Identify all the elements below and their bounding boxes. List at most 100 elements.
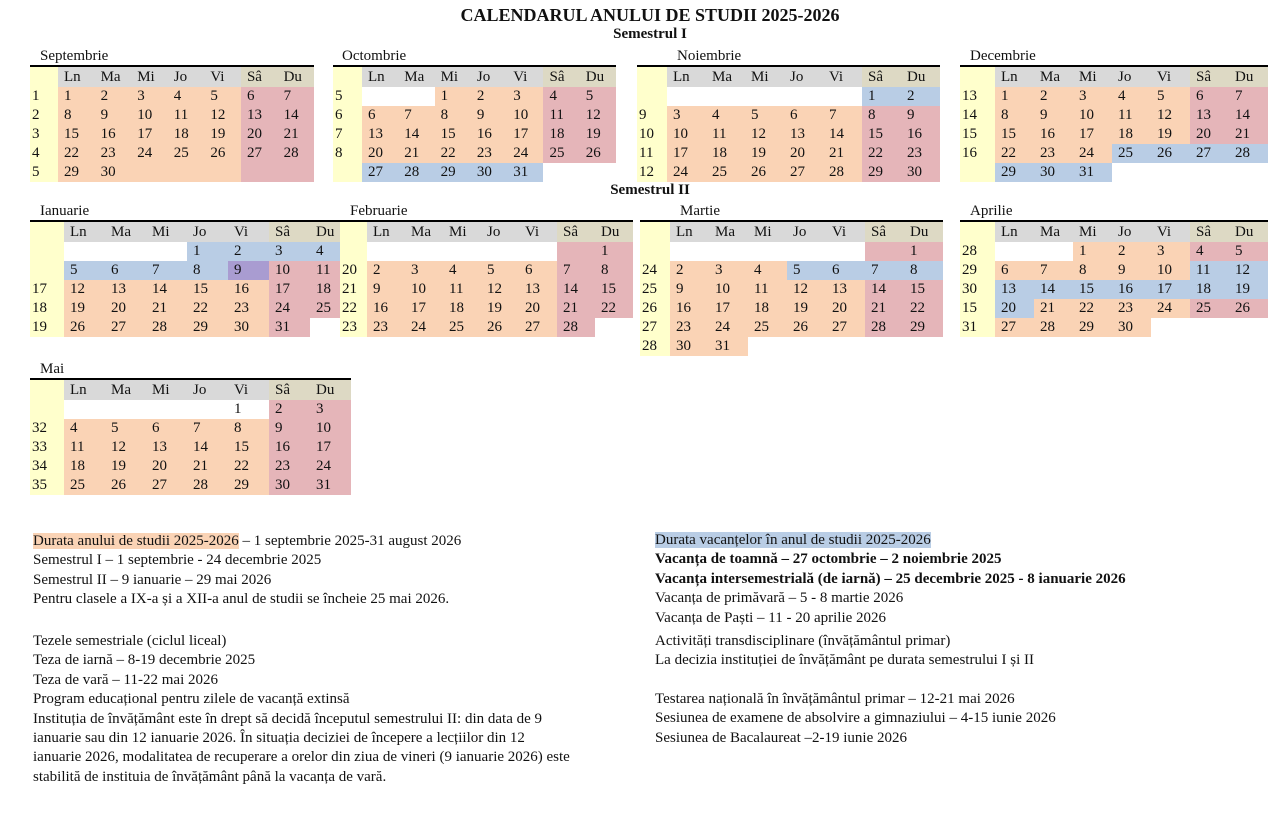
day-cell: 23	[1112, 299, 1151, 318]
note-text: Semestrul II – 9 ianuarie – 29 mai 2026	[33, 571, 272, 588]
week-number: 28	[960, 242, 995, 261]
day-cell: 29	[58, 163, 95, 182]
day-cell: 7	[1034, 261, 1073, 280]
day-cell: 23	[1034, 144, 1073, 163]
day-cell: 11	[1112, 106, 1151, 125]
day-cell: 15	[58, 125, 95, 144]
day-cell: 11	[748, 280, 787, 299]
day-cell: 22	[595, 299, 633, 318]
day-cell	[865, 242, 904, 261]
week-number	[333, 163, 362, 182]
day-cell	[904, 337, 943, 356]
day-cell	[706, 87, 745, 106]
week-number: 21	[340, 280, 367, 299]
day-cell	[146, 400, 187, 419]
week-number-header	[30, 222, 64, 242]
note-line: stabilită de instituia de învățământ pân…	[33, 768, 570, 787]
day-cell: 15	[904, 280, 943, 299]
month-grid: Ln Ma Mi Jo Vi Sâ Du 5 1 2 3 4 5 6 6 7 8 9 10 11 12 7 13 14 15 16…	[333, 65, 617, 182]
weekday-header: Vi	[204, 67, 241, 87]
day-cell: 2	[1112, 242, 1151, 261]
day-cell: 13	[105, 280, 146, 299]
day-cell: 16	[269, 438, 310, 457]
note-line: Teza de iarnă – 8-19 decembrie 2025	[33, 651, 570, 670]
day-cell: 4	[748, 261, 787, 280]
week-number: 6	[333, 106, 362, 125]
day-cell: 30	[269, 476, 310, 495]
day-cell: 10	[667, 125, 706, 144]
day-cell: 14	[1229, 106, 1268, 125]
weekday-header: Sâ	[557, 222, 595, 242]
month-ianuarie: Ianuarie Ln Ma Mi Jo Vi Sâ Du 1 2 3 4 5 6 7 8 9 10 11 17 12 1…	[30, 202, 351, 337]
note-line: La decizia instituției de învățământ pe …	[655, 651, 1034, 670]
weekday-header: Du	[595, 222, 633, 242]
day-cell: 6	[146, 419, 187, 438]
day-cell: 21	[865, 299, 904, 318]
day-cell: 20	[784, 144, 823, 163]
note-line: Activități transdisciplinare (învățământ…	[655, 632, 1034, 651]
day-cell: 16	[1034, 125, 1073, 144]
day-cell: 28	[187, 476, 228, 495]
day-cell: 24	[1151, 299, 1190, 318]
day-cell: 25	[1190, 299, 1229, 318]
weekday-header: Vi	[519, 222, 557, 242]
weekday-header: Mi	[1073, 67, 1112, 87]
month-mai: Mai Ln Ma Mi Jo Vi Sâ Du 1 2 3 32 4 5 6 7 8 9 10 33 11 12 13 14…	[30, 360, 351, 495]
day-cell: 2	[670, 261, 709, 280]
note-line: Durata anului de studii 2025-2026 – 1 se…	[33, 532, 461, 551]
note-text: Sesiunea de Bacalaureat –2-19 iunie 2026	[655, 729, 907, 746]
note-line: Sesiunea de Bacalaureat –2-19 iunie 2026	[655, 729, 1056, 748]
day-cell: 22	[904, 299, 943, 318]
day-cell: 27	[519, 318, 557, 337]
day-cell	[1151, 318, 1190, 337]
day-cell: 27	[826, 318, 865, 337]
weekday-header: Du	[277, 67, 315, 87]
day-cell: 26	[1229, 299, 1268, 318]
month-octombrie: Octombrie Ln Ma Mi Jo Vi Sâ Du 5 1 2 3 4 5 6 6 7 8 9 10 11 12…	[333, 47, 617, 182]
weekday-header: Sâ	[1190, 67, 1229, 87]
weekday-header: Ln	[58, 67, 95, 87]
day-cell: 8	[595, 261, 633, 280]
week-number: 13	[960, 87, 995, 106]
week-number: 25	[640, 280, 670, 299]
week-number: 4	[30, 144, 58, 163]
day-cell: 3	[667, 106, 706, 125]
day-cell: 7	[557, 261, 595, 280]
week-number: 32	[30, 419, 64, 438]
day-cell	[187, 400, 228, 419]
weekday-header: Mi	[745, 67, 784, 87]
day-cell: 24	[269, 299, 310, 318]
weekday-header: Sâ	[543, 67, 580, 87]
day-cell: 3	[1151, 242, 1190, 261]
day-cell: 1	[434, 87, 471, 106]
weekday-header: Sâ	[269, 380, 310, 400]
day-cell: 28	[277, 144, 315, 163]
weekday-header: Vi	[1151, 67, 1190, 87]
day-cell: 15	[595, 280, 633, 299]
day-cell: 21	[1034, 299, 1073, 318]
day-cell: 26	[1151, 144, 1190, 163]
day-cell: 16	[94, 125, 132, 144]
day-cell: 28	[865, 318, 904, 337]
day-cell	[823, 87, 862, 106]
day-cell: 31	[709, 337, 748, 356]
weekday-header: Jo	[167, 67, 205, 87]
day-cell: 30	[228, 318, 269, 337]
day-cell: 15	[228, 438, 269, 457]
day-cell: 2	[367, 261, 405, 280]
week-number: 27	[640, 318, 670, 337]
month-name: Aprilie	[970, 203, 1013, 219]
weekday-header: Vi	[1151, 222, 1190, 242]
day-cell	[579, 163, 617, 182]
week-number: 3	[30, 125, 58, 144]
note-text: Program educațional pentru zilele de vac…	[33, 691, 350, 708]
day-cell: 28	[823, 163, 862, 182]
day-cell: 10	[131, 106, 168, 125]
week-number: 22	[340, 299, 367, 318]
day-cell: 30	[470, 163, 508, 182]
day-cell: 25	[443, 318, 481, 337]
weekday-header: Ma	[94, 67, 132, 87]
day-cell: 29	[1073, 318, 1112, 337]
day-cell: 8	[862, 106, 901, 125]
day-cell: 20	[519, 299, 557, 318]
